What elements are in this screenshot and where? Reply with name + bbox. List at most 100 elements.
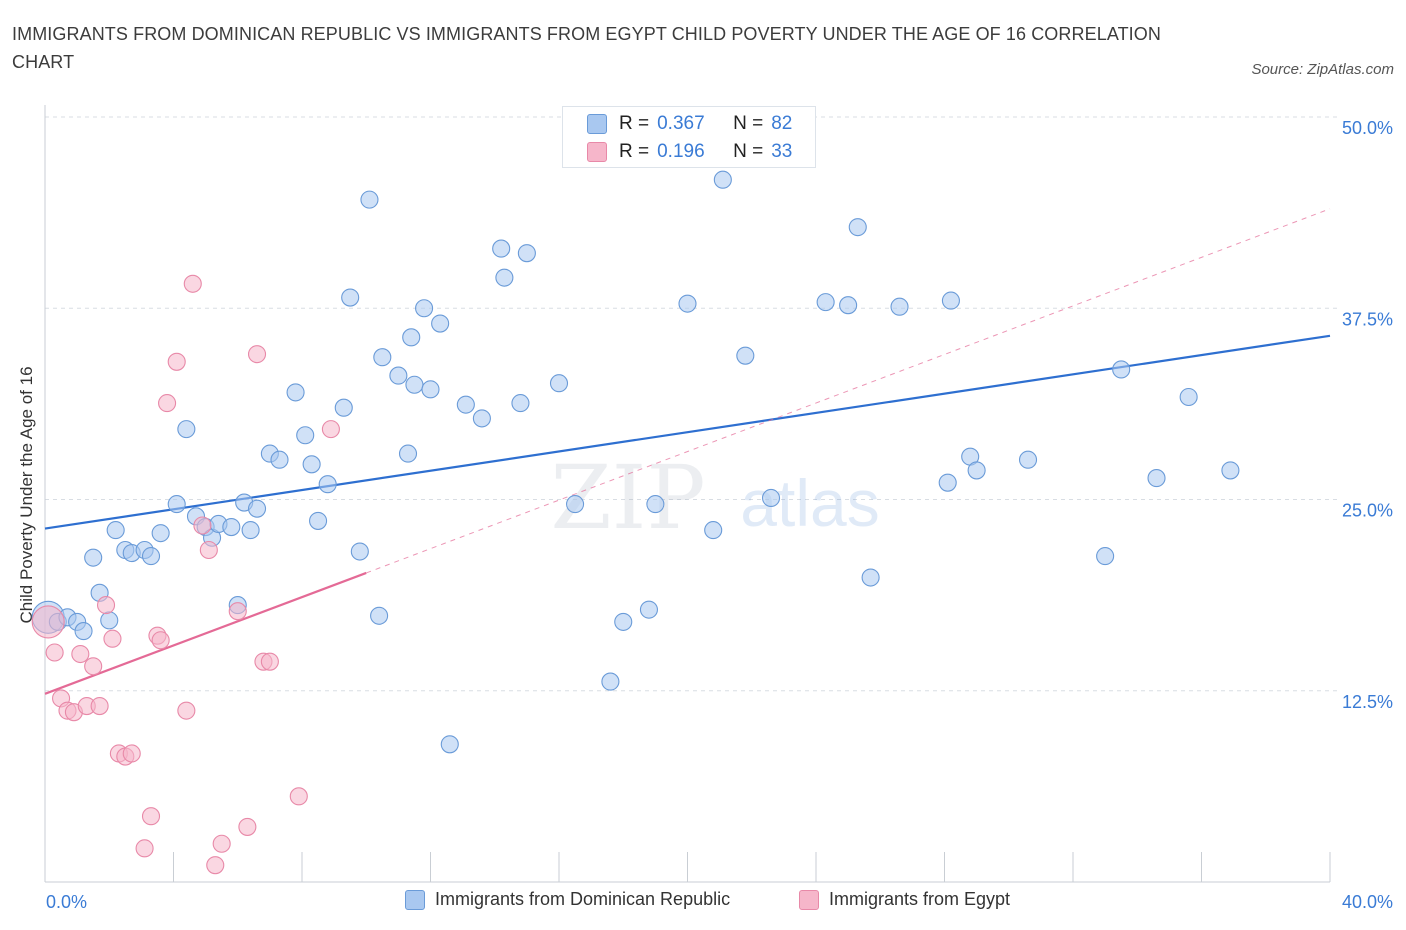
dominican-point xyxy=(373,348,392,367)
dominican-point xyxy=(222,517,241,537)
dominican-point xyxy=(370,606,389,625)
dominican-point xyxy=(639,600,659,619)
dominican-point xyxy=(941,291,960,310)
egypt-point xyxy=(45,643,64,662)
pink-swatch-icon xyxy=(799,889,819,910)
dominican-point xyxy=(151,524,170,543)
dominican-point xyxy=(177,420,196,439)
chart-title: IMMIGRANTS FROM DOMINICAN REPUBLIC VS IM… xyxy=(12,24,1161,72)
egypt-point xyxy=(247,345,267,364)
egypt-point xyxy=(212,834,231,853)
egypt-point xyxy=(84,657,103,676)
trend-line-egypt xyxy=(44,571,367,695)
dominican-point xyxy=(938,473,957,492)
dominican-point xyxy=(405,375,424,394)
egypt-point xyxy=(206,856,225,875)
dominican-point xyxy=(141,547,161,566)
dominican-point xyxy=(1147,469,1166,488)
dominican-point xyxy=(761,488,781,508)
blue-swatch-icon xyxy=(405,889,425,910)
dominican-point xyxy=(614,612,633,631)
dominican-point xyxy=(389,366,408,385)
dominican-point xyxy=(440,735,459,754)
n-label: N = xyxy=(733,141,764,162)
dominican-point xyxy=(270,450,289,469)
dominican-point xyxy=(415,299,434,318)
legend-item-egypt[interactable]: Immigrants from Egypt xyxy=(799,889,1010,910)
r-label: R = xyxy=(619,141,650,162)
dominican-point xyxy=(1112,360,1131,379)
dominican-point xyxy=(296,426,315,445)
egypt-point xyxy=(193,516,212,535)
dominican-point xyxy=(334,398,353,417)
dominican-point xyxy=(601,672,620,691)
dominican-point xyxy=(861,568,880,587)
series-legend: Immigrants from Dominican Republic Immig… xyxy=(0,889,1406,915)
egypt-point xyxy=(103,629,122,648)
y-tick-label: 12.5% xyxy=(1342,692,1393,712)
dominican-point xyxy=(848,218,867,237)
pink-swatch-icon xyxy=(587,142,607,162)
dominican-point xyxy=(646,495,665,514)
source-label: Source: ZipAtlas.com xyxy=(1251,61,1394,78)
dominican-point xyxy=(472,409,491,428)
trend-lines xyxy=(44,208,1331,695)
dominican-point xyxy=(549,374,569,393)
dominican-point xyxy=(495,268,514,287)
dominican-point xyxy=(398,444,418,463)
correlation-legend: R = 0.367 N = 82 R = 0.196 N = 33 xyxy=(562,106,816,168)
dominican-point xyxy=(421,380,440,399)
egypt-point xyxy=(135,839,154,858)
egypt-point xyxy=(151,631,170,650)
legend-row-egypt: R = 0.196 N = 33 xyxy=(587,140,792,164)
dominican-point xyxy=(492,239,511,258)
blue-swatch-icon xyxy=(587,114,607,134)
dominican-point xyxy=(360,190,379,209)
dominican-point xyxy=(678,294,697,313)
egypt-point xyxy=(177,701,196,720)
dominican-point xyxy=(967,461,986,480)
egypt-point xyxy=(321,420,340,439)
legend-label: Immigrants from Dominican Republic xyxy=(435,889,731,909)
dominican-point xyxy=(1096,547,1115,566)
dominican-point xyxy=(517,244,536,263)
egypt-point xyxy=(167,352,186,371)
legend-label: Immigrants from Egypt xyxy=(829,889,1011,909)
dominican-point xyxy=(341,288,360,307)
dominican-point xyxy=(167,495,186,514)
dominican-point xyxy=(309,511,328,530)
r-value: 0.367 xyxy=(657,113,705,134)
egypt-point xyxy=(71,644,90,664)
dominican-point xyxy=(839,296,858,315)
egypt-point xyxy=(260,652,279,671)
egypt-point xyxy=(141,807,161,826)
dominican-point xyxy=(1179,387,1198,407)
dominican-point xyxy=(713,170,732,189)
y-tick-label: 50.0% xyxy=(1342,118,1393,138)
egypt-point xyxy=(96,596,116,615)
egypt-point xyxy=(31,605,65,639)
dominican-point xyxy=(1018,450,1038,469)
y-tick-label: 25.0% xyxy=(1342,501,1393,521)
axes xyxy=(44,105,1331,883)
dominican-point xyxy=(890,297,909,316)
legend-item-dominican[interactable]: Immigrants from Dominican Republic xyxy=(405,889,730,910)
dominican-point xyxy=(511,394,530,413)
egypt-point xyxy=(228,602,247,621)
dominican-point xyxy=(350,542,369,561)
dominican-point xyxy=(402,328,421,347)
egypt-point xyxy=(289,787,308,806)
egypt-point xyxy=(238,817,257,836)
x-tick-label: 0.0% xyxy=(46,892,87,912)
x-tick-label: 40.0% xyxy=(1342,892,1393,912)
egypt-point xyxy=(183,274,202,293)
dominican-point xyxy=(100,611,119,630)
n-value: 82 xyxy=(771,113,793,134)
n-value: 33 xyxy=(771,141,793,162)
series-egypt-points xyxy=(31,274,340,875)
dominican-point xyxy=(704,521,723,540)
dominican-point xyxy=(318,475,337,494)
r-value: 0.196 xyxy=(657,141,705,162)
egypt-point xyxy=(158,394,177,413)
dominican-point xyxy=(302,455,321,474)
